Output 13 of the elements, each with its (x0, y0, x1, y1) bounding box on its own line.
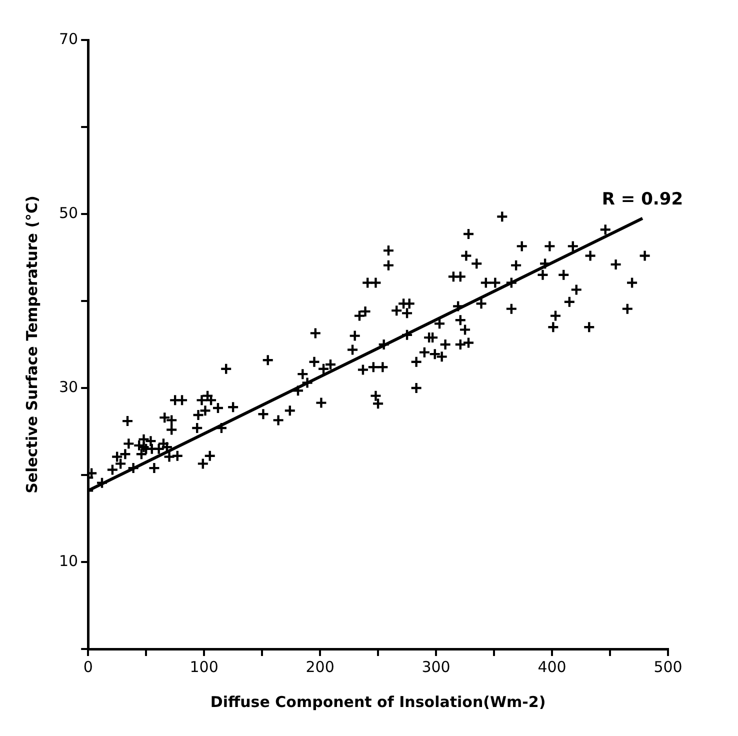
y-tick-label: 10 (58, 552, 78, 570)
x-tick-label: 300 (422, 658, 450, 676)
y-tick-label: 30 (58, 378, 78, 396)
x-tick-label: 200 (306, 658, 334, 676)
x-tick-label: 0 (83, 658, 93, 676)
x-axis-title: Diffuse Component of Insolation(Wm-2) (210, 692, 546, 711)
x-tick-label: 100 (190, 658, 218, 676)
y-tick-label: 50 (58, 204, 78, 222)
y-axis-title: Selective Surface Temperature (°C) (22, 196, 41, 494)
y-tick-label: 70 (58, 30, 78, 48)
annotation: R = 0.92 (602, 189, 684, 210)
x-tick-label: 500 (654, 658, 682, 676)
x-tick-label: 400 (538, 658, 566, 676)
